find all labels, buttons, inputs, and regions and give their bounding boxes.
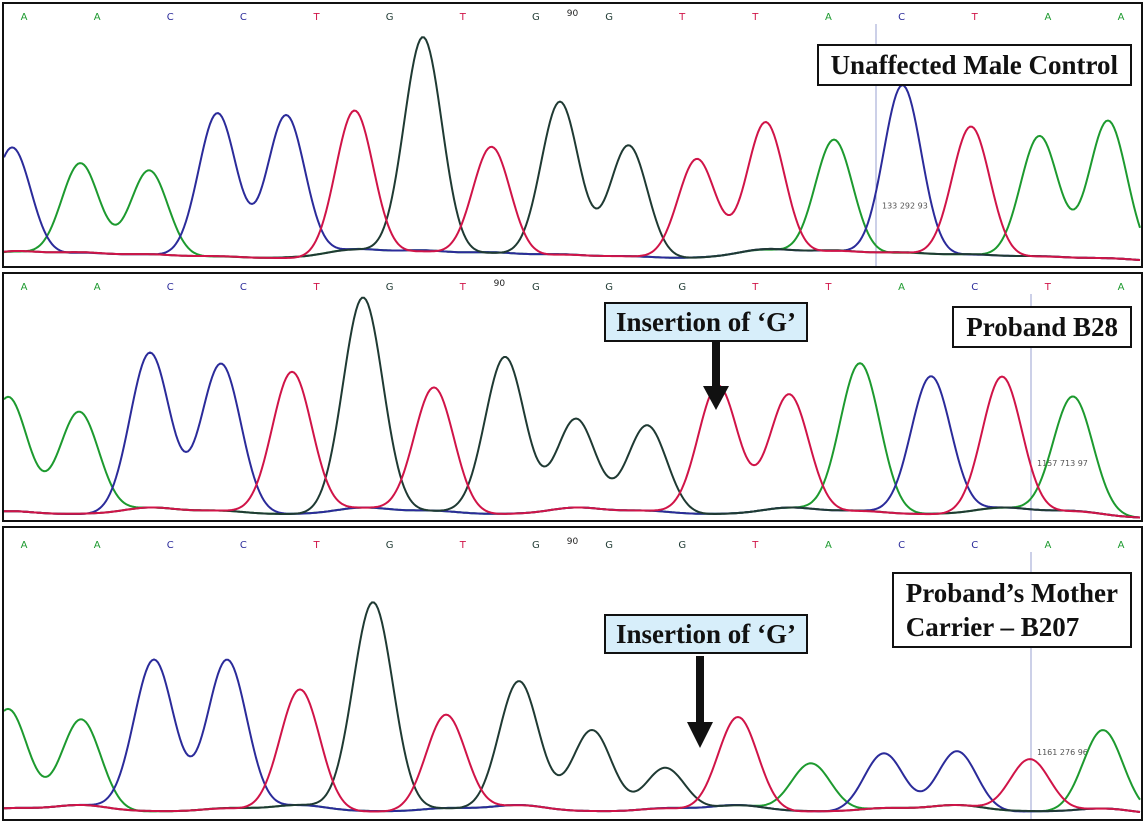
trace-t [4, 688, 1141, 813]
base-call-label: C [240, 540, 247, 551]
base-call-label: A [21, 12, 28, 23]
insertion-callout-proband: Insertion of ‘G’ [604, 302, 808, 342]
base-call-label: A [898, 282, 905, 293]
base-call-label: C [971, 540, 978, 551]
base-call-label: T [312, 282, 320, 293]
base-call-label: A [21, 540, 28, 551]
base-call-label: T [459, 540, 467, 551]
chromatogram-panel-mother: A A C C T G T G G G T A C C A A 90 1161 276 96 Insertion … [2, 526, 1143, 821]
cursor-marker-label: 133 292 93 [882, 201, 928, 210]
base-call-label: G [386, 540, 394, 551]
base-call-label: G [532, 282, 540, 293]
trace-t [4, 370, 1141, 519]
base-call-label: A [1118, 282, 1125, 293]
base-call-label: A [94, 12, 101, 23]
base-call-label: A [94, 282, 101, 293]
chromatogram-plot-proband: A A C C T G T G G G T T A C T A 90 1157 713 97 [4, 279, 1141, 520]
down-arrow-icon [687, 656, 713, 748]
position-number-label: 90 [494, 279, 506, 289]
base-call-label: G [386, 12, 394, 23]
position-number-label: 90 [567, 9, 579, 19]
base-call-label: T [312, 540, 320, 551]
base-call-label: C [240, 12, 247, 23]
base-call-label: C [971, 282, 978, 293]
chromatogram-plot-control: A A C C T G T G G T T A C T A A 90 133 292 93 [4, 9, 1141, 266]
base-call-label: C [898, 540, 905, 551]
base-call-label: T [1044, 282, 1052, 293]
insertion-callout-mother: Insertion of ‘G’ [604, 614, 808, 654]
base-call-label: A [825, 12, 832, 23]
base-call-label: T [824, 282, 832, 293]
base-call-label: G [532, 12, 540, 23]
chromatogram-panel-proband: A A C C T G T G G G T T A C T A 90 1157 713 97 Insertion … [2, 272, 1143, 522]
base-call-label: T [751, 540, 759, 551]
base-call-label: G [678, 282, 686, 293]
base-call-label: T [459, 282, 467, 293]
trace-a [4, 119, 1141, 259]
trace-a [4, 362, 1141, 519]
base-call-label: A [21, 282, 28, 293]
base-call-label: T [459, 12, 467, 23]
trace-c [4, 84, 1141, 261]
base-call-label: C [167, 540, 174, 551]
base-call-label: G [605, 12, 613, 23]
base-call-label: C [167, 12, 174, 23]
base-call-label: T [678, 12, 686, 23]
base-call-label: A [1118, 12, 1125, 23]
trace-t [4, 109, 1141, 261]
base-call-label: A [1044, 12, 1051, 23]
down-arrow-icon [703, 342, 729, 410]
sample-label-control: Unaffected Male Control [816, 44, 1132, 86]
base-call-label: G [605, 540, 613, 551]
base-call-label: T [971, 12, 979, 23]
chromatogram-plot-mother: A A C C T G T G G G T A C C A A 90 1161 276 96 [4, 537, 1141, 819]
trace-c [4, 658, 1141, 813]
base-call-label: C [898, 12, 905, 23]
base-call-label: G [532, 540, 540, 551]
trace-c [4, 351, 1141, 519]
base-call-label: G [678, 540, 686, 551]
base-call-label: A [1044, 540, 1051, 551]
chromatogram-panel-control: A A C C T G T G G T T A C T A A 90 133 292 93 Unaffected … [2, 2, 1143, 268]
base-call-label: A [1118, 540, 1125, 551]
base-call-label: C [240, 282, 247, 293]
base-call-label: G [386, 282, 394, 293]
sample-label-mother: Proband’s Mother Carrier – B207 [891, 572, 1132, 648]
base-call-label: T [751, 12, 759, 23]
sample-label-proband: Proband B28 [952, 306, 1132, 348]
position-number-label: 90 [567, 537, 579, 547]
base-call-label: A [94, 540, 101, 551]
base-call-label: T [312, 12, 320, 23]
cursor-marker-label: 1157 713 97 [1037, 459, 1088, 468]
base-call-label: C [167, 282, 174, 293]
base-call-label: T [751, 282, 759, 293]
base-call-label: G [605, 282, 613, 293]
cursor-marker-label: 1161 276 96 [1037, 748, 1088, 757]
base-call-label: A [825, 540, 832, 551]
